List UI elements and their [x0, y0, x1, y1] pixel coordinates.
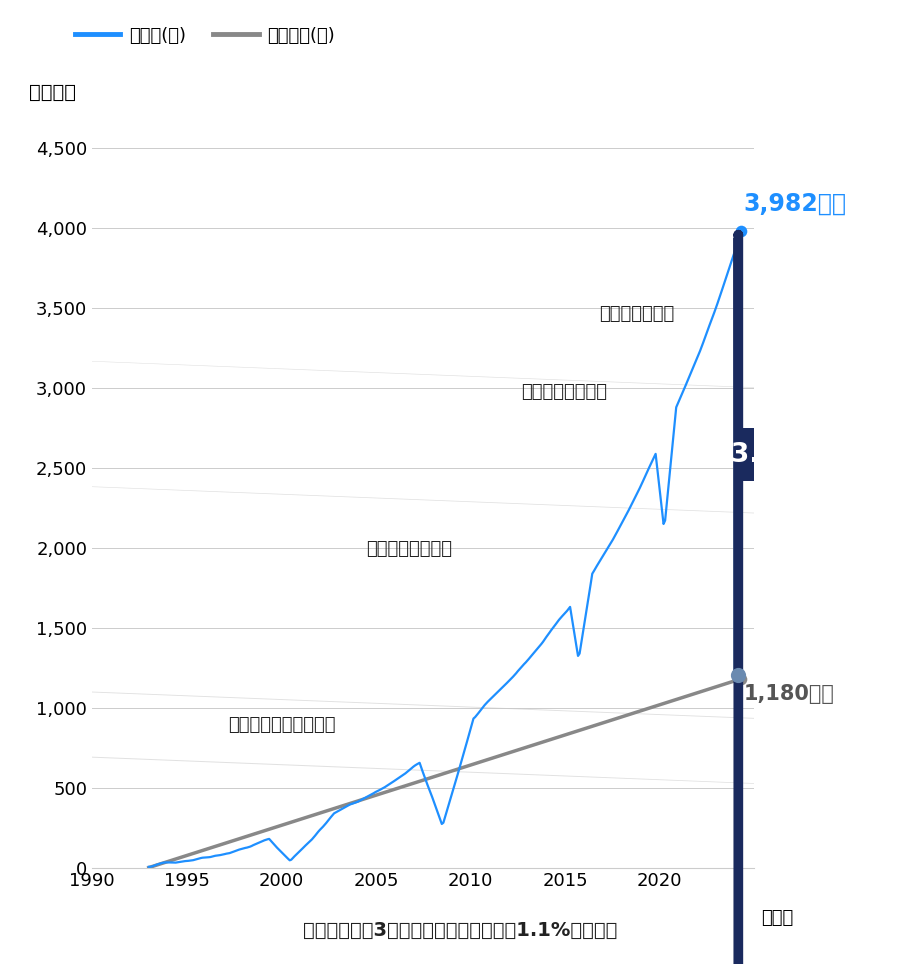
Legend: 評価額(円), 累積元本(円): 評価額(円), 累積元本(円): [68, 19, 342, 52]
Text: リーマンショック: リーマンショック: [366, 540, 452, 558]
Text: 1,180万円: 1,180万円: [743, 683, 834, 704]
Ellipse shape: [0, 472, 919, 540]
Point: [731, 667, 745, 683]
Text: （年）: （年）: [760, 909, 792, 927]
Text: ドットコムバブル崩壊: ドットコムバブル崩壊: [228, 716, 335, 734]
Text: 約3.3倍: 約3.3倍: [715, 442, 794, 468]
Ellipse shape: [0, 739, 919, 791]
Text: コロナショック: コロナショック: [598, 305, 674, 323]
FancyBboxPatch shape: [740, 428, 769, 481]
Ellipse shape: [0, 668, 919, 743]
Point: [733, 223, 748, 238]
Text: （万円）: （万円）: [29, 83, 76, 102]
Text: チャイナショック: チャイナショック: [521, 384, 607, 401]
Point: [733, 671, 748, 686]
Text: 3,982万円: 3,982万円: [743, 192, 845, 216]
Ellipse shape: [0, 348, 919, 420]
Text: リスク許容度3、円建て、手数料（税込1.1%）控除後: リスク許容度3、円建て、手数料（税込1.1%）控除後: [302, 921, 617, 940]
